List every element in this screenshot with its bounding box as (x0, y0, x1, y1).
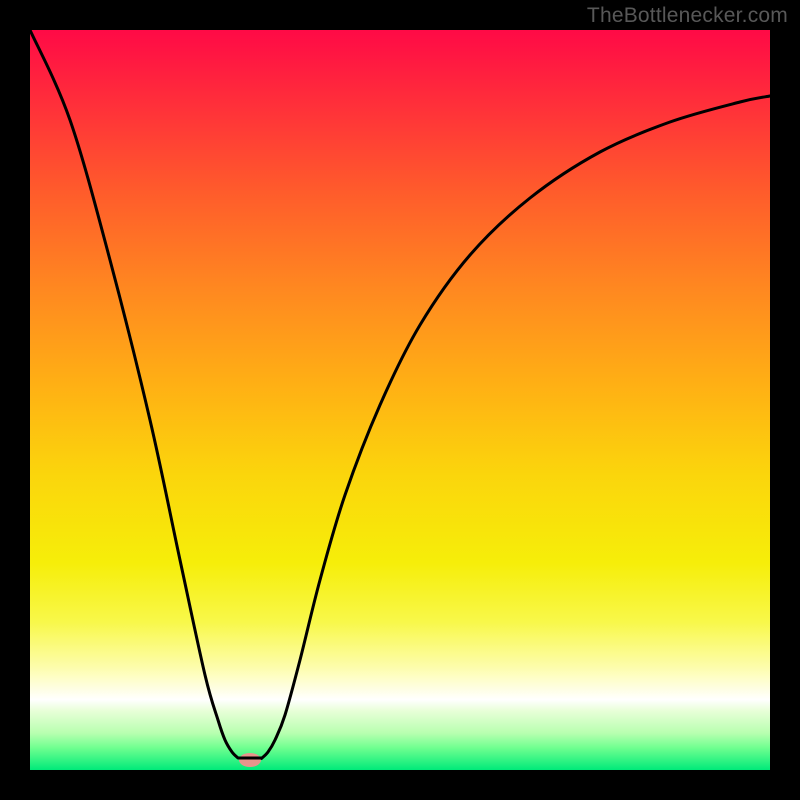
watermark-text: TheBottlenecker.com (587, 4, 788, 28)
optimum-marker (239, 753, 261, 767)
bottleneck-chart (0, 0, 800, 800)
chart-container: TheBottlenecker.com (0, 0, 800, 800)
plot-background (30, 30, 770, 770)
